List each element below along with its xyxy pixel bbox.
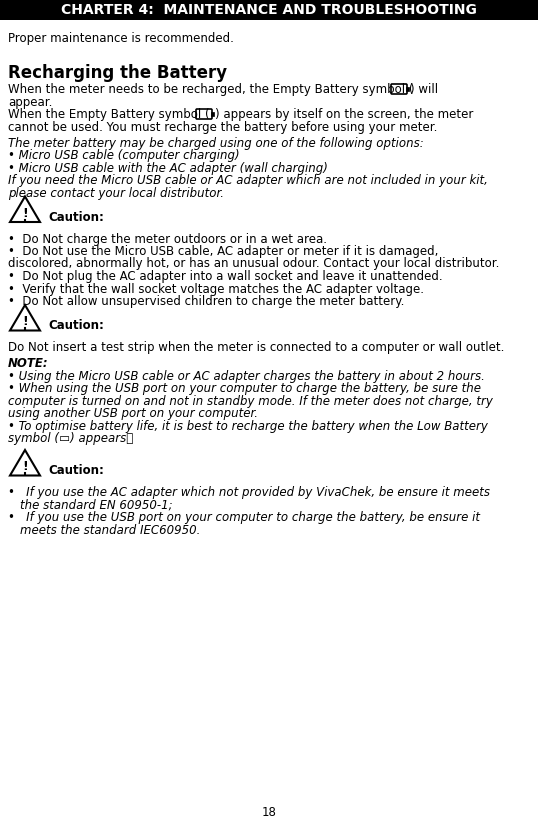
Text: 18: 18 xyxy=(261,806,277,819)
Text: computer is turned on and not in standby mode. If the meter does not charge, try: computer is turned on and not in standby… xyxy=(8,394,493,407)
Text: appear.: appear. xyxy=(8,95,52,109)
Text: Caution:: Caution: xyxy=(48,211,104,224)
Text: • Micro USB cable (computer charging): • Micro USB cable (computer charging) xyxy=(8,149,239,162)
Text: meets the standard IEC60950.: meets the standard IEC60950. xyxy=(20,523,200,537)
Text: ) appears by itself on the screen, the meter: ) appears by itself on the screen, the m… xyxy=(215,108,473,121)
Text: the standard EN 60950-1;: the standard EN 60950-1; xyxy=(20,499,173,512)
Text: • Using the Micro USB cable or AC adapter charges the battery in about 2 hours.: • Using the Micro USB cable or AC adapte… xyxy=(8,370,485,383)
Text: •  Do Not plug the AC adapter into a wall socket and leave it unattended.: • Do Not plug the AC adapter into a wall… xyxy=(8,270,443,283)
Text: When the meter needs to be recharged, the Empty Battery symbol (: When the meter needs to be recharged, th… xyxy=(8,83,414,96)
FancyBboxPatch shape xyxy=(0,0,538,20)
Text: •  Do Not charge the meter outdoors or in a wet area.: • Do Not charge the meter outdoors or in… xyxy=(8,233,327,245)
Text: Caution:: Caution: xyxy=(48,464,104,477)
Text: using another USB port on your computer.: using another USB port on your computer. xyxy=(8,407,258,420)
Text: CHARTER 4:  MAINTENANCE AND TROUBLESHOOTING: CHARTER 4: MAINTENANCE AND TROUBLESHOOTI… xyxy=(61,3,477,17)
FancyBboxPatch shape xyxy=(391,84,407,94)
Text: The meter battery may be charged using one of the following options:: The meter battery may be charged using o… xyxy=(8,137,424,150)
Text: •  Do Not use the Micro USB cable, AC adapter or meter if it is damaged,: • Do Not use the Micro USB cable, AC ada… xyxy=(8,245,438,258)
Text: Proper maintenance is recommended.: Proper maintenance is recommended. xyxy=(8,32,234,45)
Text: Recharging the Battery: Recharging the Battery xyxy=(8,64,227,82)
Text: !: ! xyxy=(22,315,28,328)
Text: cannot be used. You must recharge the battery before using your meter.: cannot be used. You must recharge the ba… xyxy=(8,120,437,133)
Text: When the Empty Battery symbol (: When the Empty Battery symbol ( xyxy=(8,108,210,121)
Text: If you need the Micro USB cable or AC adapter which are not included in your kit: If you need the Micro USB cable or AC ad… xyxy=(8,174,488,187)
Text: •  Verify that the wall socket voltage matches the AC adapter voltage.: • Verify that the wall socket voltage ma… xyxy=(8,282,424,295)
Text: ) will: ) will xyxy=(410,83,438,96)
Text: please contact your local distributor.: please contact your local distributor. xyxy=(8,187,224,199)
FancyBboxPatch shape xyxy=(406,87,408,91)
Text: symbol (▭) appears。: symbol (▭) appears。 xyxy=(8,432,133,445)
FancyBboxPatch shape xyxy=(211,113,214,115)
Text: •  Do Not allow unsupervised children to charge the meter battery.: • Do Not allow unsupervised children to … xyxy=(8,295,405,308)
Text: • To optimise battery life, it is best to recharge the battery when the Low Batt: • To optimise battery life, it is best t… xyxy=(8,420,488,433)
Text: Do Not insert a test strip when the meter is connected to a computer or wall out: Do Not insert a test strip when the mete… xyxy=(8,341,505,354)
Text: •   If you use the USB port on your computer to charge the battery, be ensure it: • If you use the USB port on your comput… xyxy=(8,511,480,524)
FancyBboxPatch shape xyxy=(196,109,212,119)
Text: Caution:: Caution: xyxy=(48,319,104,332)
Text: !: ! xyxy=(22,207,28,220)
Text: • When using the USB port on your computer to charge the battery, be sure the: • When using the USB port on your comput… xyxy=(8,382,481,395)
Text: !: ! xyxy=(22,460,28,473)
Text: • Micro USB cable with the AC adapter (wall charging): • Micro USB cable with the AC adapter (w… xyxy=(8,161,328,174)
Text: discolored, abnormally hot, or has an unusual odour. Contact your local distribu: discolored, abnormally hot, or has an un… xyxy=(8,258,499,271)
Text: •   If you use the AC adapter which not provided by VivaChek, be ensure it meets: • If you use the AC adapter which not pr… xyxy=(8,486,490,499)
Text: NOTE:: NOTE: xyxy=(8,357,48,370)
